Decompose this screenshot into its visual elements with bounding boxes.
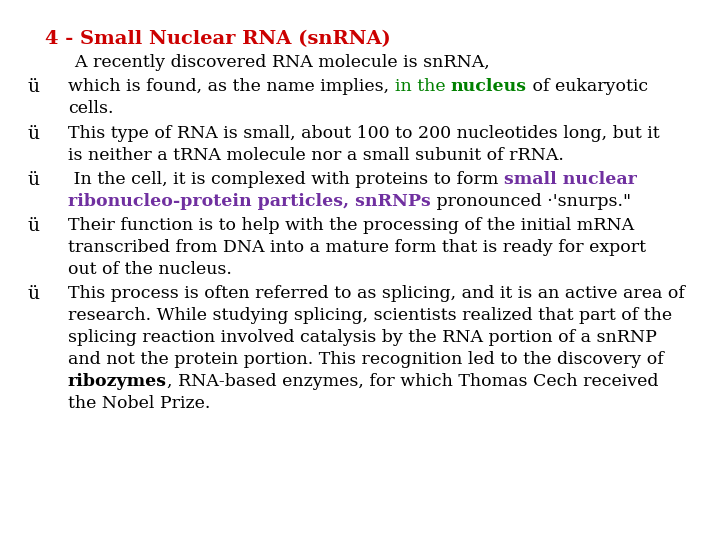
Text: cells.: cells. [68, 100, 114, 117]
Text: in the: in the [395, 78, 451, 96]
Text: ü: ü [28, 125, 40, 143]
Text: , RNA-based enzymes, for which Thomas Cech received: , RNA-based enzymes, for which Thomas Ce… [167, 373, 659, 390]
Text: ü: ü [28, 171, 40, 189]
Text: In the cell, it is complexed with proteins to form: In the cell, it is complexed with protei… [68, 171, 504, 188]
Text: which is found, as the name implies,: which is found, as the name implies, [68, 78, 395, 96]
Text: A recently discovered RNA molecule is snRNA,: A recently discovered RNA molecule is sn… [53, 54, 490, 71]
Text: 4 - Small Nuclear RNA (snRNA): 4 - Small Nuclear RNA (snRNA) [45, 30, 391, 48]
Text: ü: ü [28, 217, 40, 235]
Text: of eukaryotic: of eukaryotic [527, 78, 648, 96]
Text: Their function is to help with the processing of the initial mRNA: Their function is to help with the proce… [68, 217, 634, 234]
Text: ribonucleo-protein particles, snRNPs: ribonucleo-protein particles, snRNPs [68, 193, 431, 210]
Text: splicing reaction involved catalysis by the RNA portion of a snRNP: splicing reaction involved catalysis by … [68, 329, 657, 346]
Text: nucleus: nucleus [451, 78, 527, 96]
Text: and not the protein portion. This recognition led to the discovery of: and not the protein portion. This recogn… [68, 351, 664, 368]
Text: the Nobel Prize.: the Nobel Prize. [68, 395, 210, 412]
Text: research. While studying splicing, scientists realized that part of the: research. While studying splicing, scien… [68, 307, 672, 324]
Text: ü: ü [28, 285, 40, 303]
Text: transcribed from DNA into a mature form that is ready for export: transcribed from DNA into a mature form … [68, 239, 646, 256]
Text: This process is often referred to as splicing, and it is an active area of: This process is often referred to as spl… [68, 285, 685, 302]
Text: is neither a tRNA molecule nor a small subunit of rRNA.: is neither a tRNA molecule nor a small s… [68, 146, 564, 164]
Text: ribozymes: ribozymes [68, 373, 167, 390]
Text: out of the nucleus.: out of the nucleus. [68, 261, 232, 278]
Text: ü: ü [28, 78, 40, 97]
Text: small nuclear: small nuclear [504, 171, 636, 188]
Text: This type of RNA is small, about 100 to 200 nucleotides long, but it: This type of RNA is small, about 100 to … [68, 125, 660, 141]
Text: pronounced ·'snurps.": pronounced ·'snurps." [431, 193, 631, 210]
